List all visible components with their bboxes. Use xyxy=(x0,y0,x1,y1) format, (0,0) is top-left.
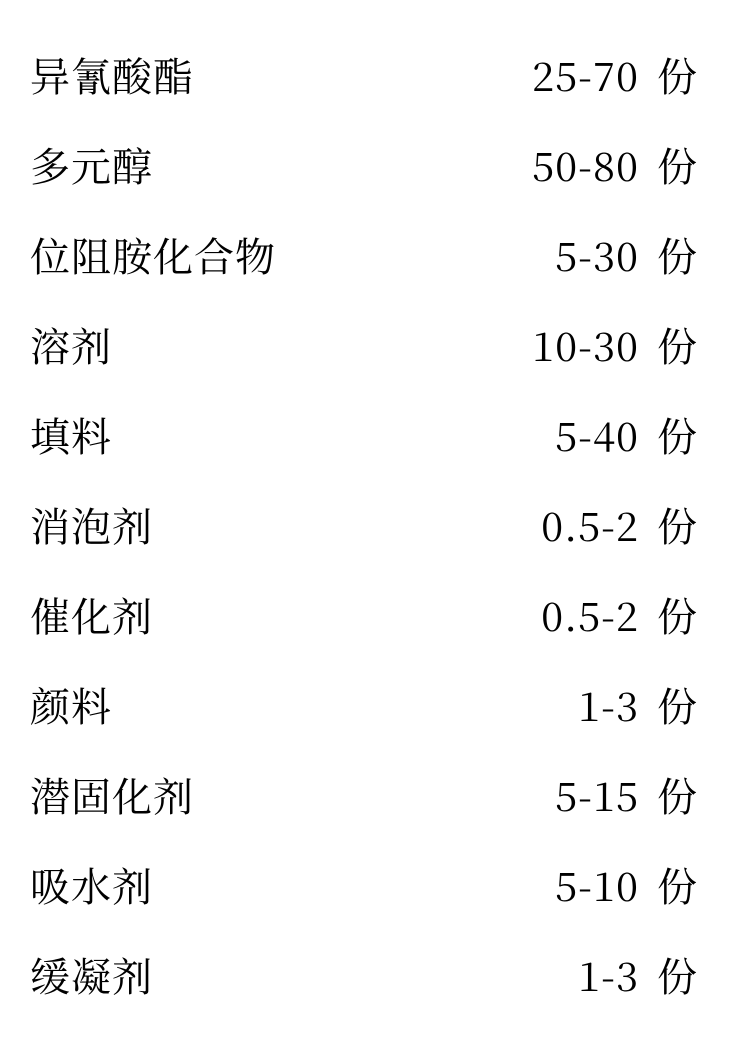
table-row: 颜料 1-3份 xyxy=(30,660,698,750)
amount-unit: 份 xyxy=(657,210,698,300)
ingredient-amount: 5-40份 xyxy=(360,390,698,480)
amount-unit: 份 xyxy=(657,390,698,480)
ingredient-amount: 50-80份 xyxy=(360,120,698,210)
ingredient-amount: 10-30份 xyxy=(360,300,698,390)
amount-unit: 份 xyxy=(657,930,698,1020)
amount-value: 50-80 xyxy=(499,120,639,210)
table-row: 填料 5-40份 xyxy=(30,390,698,480)
amount-unit: 份 xyxy=(657,120,698,210)
ingredient-label: 消泡剂 xyxy=(30,480,360,570)
composition-list: 异氰酸酯 25-70份 多元醇 50-80份 位阻胺化合物 5-30份 溶剂 1… xyxy=(0,0,748,1044)
ingredient-amount: 5-10份 xyxy=(360,840,698,930)
amount-value: 5-30 xyxy=(499,210,639,300)
ingredient-label: 异氰酸酯 xyxy=(30,30,360,120)
amount-unit: 份 xyxy=(657,300,698,390)
ingredient-amount: 0.5-2份 xyxy=(360,480,698,570)
amount-unit: 份 xyxy=(657,480,698,570)
table-row: 消泡剂 0.5-2份 xyxy=(30,480,698,570)
ingredient-label: 吸水剂 xyxy=(30,840,360,930)
table-row: 潜固化剂 5-15份 xyxy=(30,750,698,840)
table-row: 缓凝剂 1-3份 xyxy=(30,930,698,1020)
table-row: 异氰酸酯 25-70份 xyxy=(30,30,698,120)
ingredient-label: 催化剂 xyxy=(30,570,360,660)
table-row: 溶剂 10-30份 xyxy=(30,300,698,390)
ingredient-label: 缓凝剂 xyxy=(30,930,360,1020)
ingredient-label: 溶剂 xyxy=(30,300,360,390)
ingredient-amount: 5-30份 xyxy=(360,210,698,300)
amount-unit: 份 xyxy=(657,570,698,660)
ingredient-label: 颜料 xyxy=(30,660,360,750)
ingredient-label: 潜固化剂 xyxy=(30,750,360,840)
amount-value: 25-70 xyxy=(499,30,639,120)
table-row: 多元醇 50-80份 xyxy=(30,120,698,210)
amount-value: 0.5-2 xyxy=(499,570,639,660)
amount-value: 5-10 xyxy=(499,840,639,930)
amount-value: 5-40 xyxy=(499,390,639,480)
ingredient-label: 填料 xyxy=(30,390,360,480)
ingredient-label: 多元醇 xyxy=(30,120,360,210)
ingredient-amount: 5-15份 xyxy=(360,750,698,840)
table-row: 位阻胺化合物 5-30份 xyxy=(30,210,698,300)
ingredient-amount: 1-3份 xyxy=(360,930,698,1020)
table-row: 吸水剂 5-10份 xyxy=(30,840,698,930)
amount-value: 5-15 xyxy=(499,750,639,840)
ingredient-amount: 25-70份 xyxy=(360,30,698,120)
amount-unit: 份 xyxy=(657,660,698,750)
ingredient-amount: 0.5-2份 xyxy=(360,570,698,660)
ingredient-amount: 1-3份 xyxy=(360,660,698,750)
amount-unit: 份 xyxy=(657,840,698,930)
amount-unit: 份 xyxy=(657,30,698,120)
table-row: 催化剂 0.5-2份 xyxy=(30,570,698,660)
amount-value: 1-3 xyxy=(499,660,639,750)
ingredient-label: 位阻胺化合物 xyxy=(30,210,360,300)
amount-value: 10-30 xyxy=(499,300,639,390)
amount-value: 1-3 xyxy=(499,930,639,1020)
amount-value: 0.5-2 xyxy=(499,480,639,570)
amount-unit: 份 xyxy=(657,750,698,840)
